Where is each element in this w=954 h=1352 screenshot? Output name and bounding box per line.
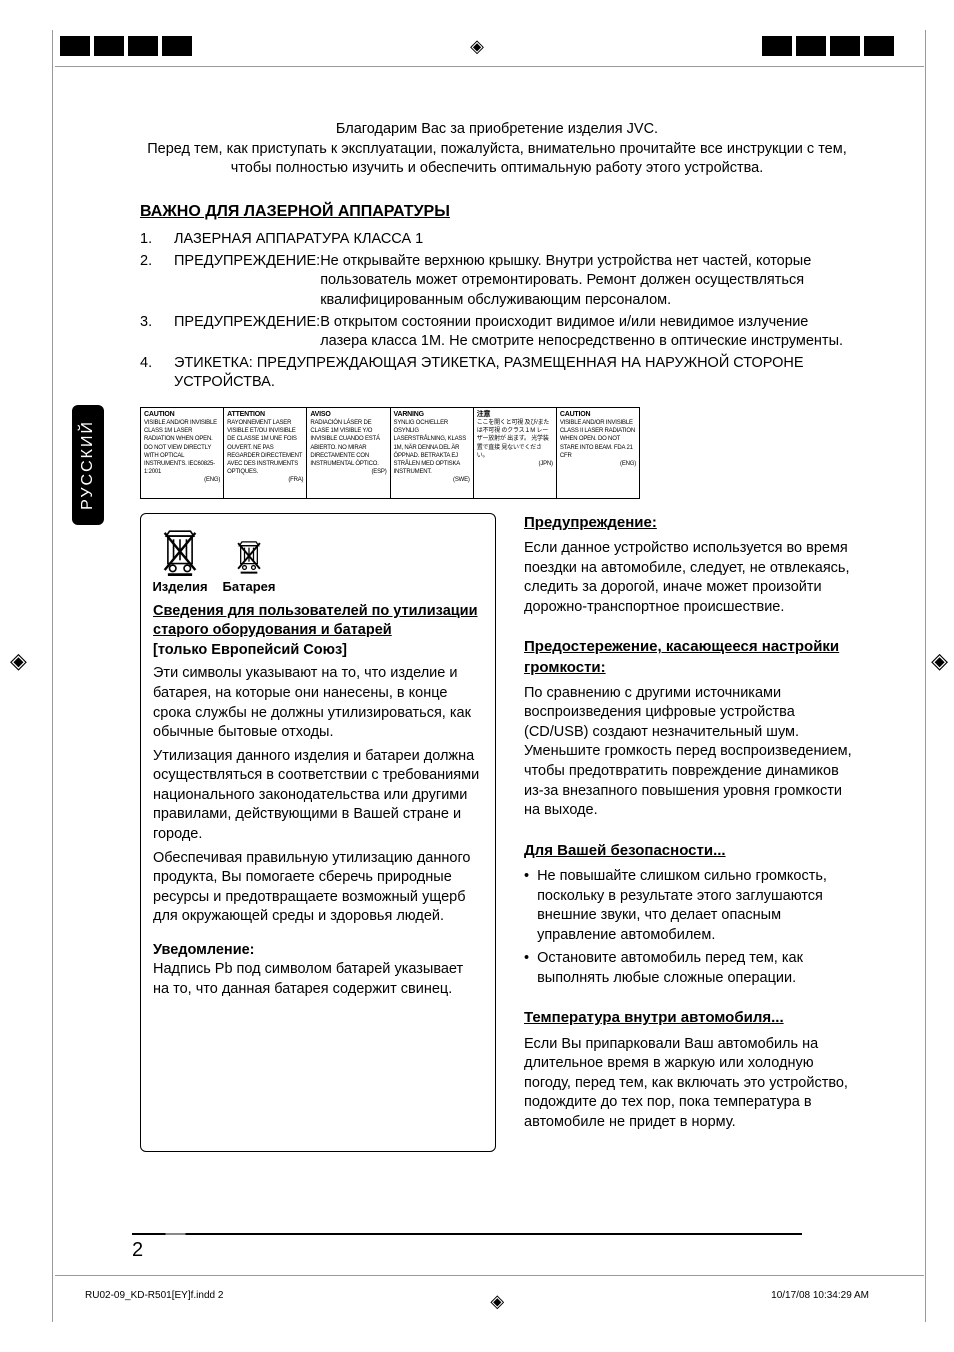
crop-marks-top: ◈: [0, 26, 954, 66]
safety-bullet: Не повышайте слишком сильно громкость, п…: [537, 867, 854, 945]
weee-bin-icon: Батарея: [227, 538, 271, 596]
page-number: 2: [132, 1239, 143, 1262]
bin-caption: Изделия: [152, 578, 207, 596]
warning-label-block: CAUTIONVISIBLE AND/OR INVISIBLE CLASS 1M…: [140, 407, 640, 499]
disposal-para: Эти символы указывают на то, что изделие…: [153, 664, 483, 742]
footer: RU02-09_KD-R501[EY]f.indd 2 ◈ 10/17/08 1…: [85, 1290, 869, 1312]
notice-heading: Уведомление:: [153, 941, 483, 961]
disposal-para: Утилизация данного изделия и батареи дол…: [153, 747, 483, 845]
disposal-subtitle: [только Европейсий Союз]: [153, 641, 483, 661]
bin-caption: Батарея: [223, 578, 276, 596]
register-mark-icon: ◈: [931, 650, 948, 672]
register-mark-icon: ◈: [466, 35, 488, 57]
important-list: 1. ЛАЗЕРНАЯ АППАРАТУРА КЛАССА 1 2. ПРЕДУ…: [140, 230, 854, 393]
list-body: ПРЕДУПРЕЖДЕНИЕ: Не открывайте верхнюю кр…: [174, 252, 854, 311]
intro-line: чтобы полностью изучить и обеспечить опт…: [140, 159, 854, 179]
warning-body: Если данное устройство используется во в…: [524, 539, 854, 617]
disposal-box: Изделия Батарея Сведения для пользовател…: [140, 513, 496, 1153]
weee-bin-icon: Изделия: [153, 528, 207, 596]
list-num: 2.: [140, 252, 156, 311]
disposal-title: Сведения для пользователей по утилизации…: [153, 602, 483, 641]
trim-rule-top: [55, 66, 924, 67]
list-text: В открытом состоянии происходит видимое …: [320, 313, 854, 352]
safety-bullet: Остановите автомобиль перед тем, как вып…: [537, 949, 854, 988]
right-column: Предупреждение: Если данное устройство и…: [524, 513, 854, 1153]
register-mark-icon: ◈: [486, 1290, 508, 1312]
list-num: 4.: [140, 354, 156, 393]
language-tab-label: РУССКИЙ: [79, 420, 97, 510]
list-num: 3.: [140, 313, 156, 352]
language-tab: РУССКИЙ: [72, 405, 104, 525]
page-body: Благодарим Вас за приобретение изделия J…: [0, 0, 954, 1152]
trim-rule-left: [52, 30, 53, 1322]
volume-caution-heading: Предостережение, касающееся настройки гр…: [524, 637, 854, 678]
list-body: ЭТИКЕТКА: ПРЕДУПРЕЖДАЮЩАЯ ЭТИКЕТКА, РАЗМ…: [174, 354, 854, 393]
intro-block: Благодарим Вас за приобретение изделия J…: [140, 120, 854, 179]
list-body: ПРЕДУПРЕЖДЕНИЕ: В открытом состоянии про…: [174, 313, 854, 352]
list-body: ЛАЗЕРНАЯ АППАРАТУРА КЛАССА 1: [174, 230, 854, 250]
volume-caution-body: По сравнению с другими источниками воспр…: [524, 684, 854, 821]
disposal-para: Обеспечивая правильную утилизацию данног…: [153, 849, 483, 927]
list-label: ПРЕДУПРЕЖДЕНИЕ:: [174, 252, 320, 311]
list-text: Не открывайте верхнюю крышку. Внутри уст…: [320, 252, 854, 311]
section-heading: ВАЖНО ДЛЯ ЛАЗЕРНОЙ АППАРАТУРЫ: [140, 201, 854, 223]
trim-rule-btm: [55, 1275, 924, 1276]
intro-line: Благодарим Вас за приобретение изделия J…: [140, 120, 854, 140]
notice-body: Надпись Pb под символом батарей указывае…: [153, 960, 483, 999]
warning-heading: Предупреждение:: [524, 513, 854, 533]
intro-line: Перед тем, как приступать к эксплуатации…: [140, 140, 854, 160]
safety-heading: Для Вашей безопасности...: [524, 841, 854, 861]
register-mark-icon: ◈: [10, 650, 27, 672]
list-num: 1.: [140, 230, 156, 250]
trim-rule-right: [925, 30, 926, 1322]
list-label: ПРЕДУПРЕЖДЕНИЕ:: [174, 313, 320, 352]
temperature-heading: Температура внутри автомобиля...: [524, 1008, 854, 1028]
temperature-body: Если Вы припарковали Ваш автомобиль на д…: [524, 1035, 854, 1133]
footer-filename: RU02-09_KD-R501[EY]f.indd 2: [85, 1290, 223, 1312]
footer-timestamp: 10/17/08 10:34:29 AM: [771, 1290, 869, 1312]
